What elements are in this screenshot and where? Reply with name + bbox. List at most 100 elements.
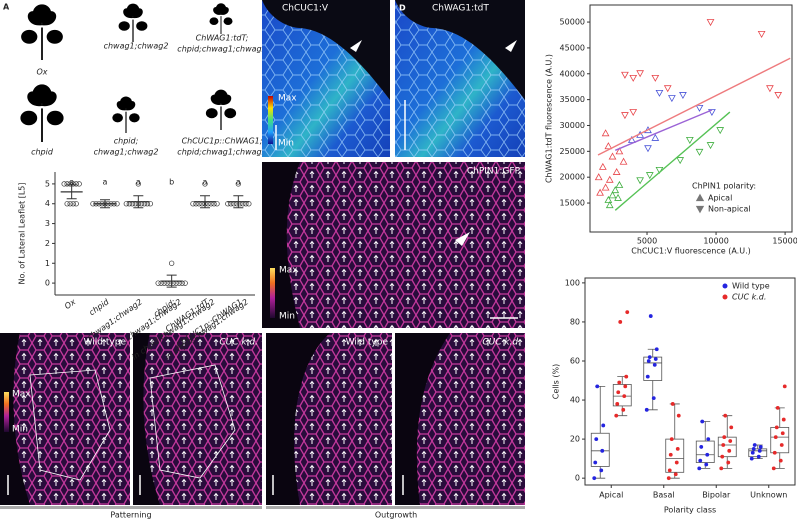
- point: [235, 181, 241, 187]
- colorbar: [4, 392, 9, 432]
- point: [772, 450, 777, 455]
- point: [757, 448, 762, 453]
- point: [190, 201, 196, 207]
- point: [615, 147, 624, 155]
- y-tick-label: 20: [570, 435, 580, 444]
- legend-title: ChPIN1 polarity:: [692, 182, 756, 191]
- point: [614, 193, 622, 201]
- point: [706, 437, 711, 442]
- y-axis-title: Cells (%): [552, 364, 561, 400]
- point: [651, 74, 660, 82]
- y-tick-label: 100: [565, 278, 580, 287]
- point: [621, 112, 629, 120]
- fit-line: [614, 111, 731, 211]
- point: [621, 71, 629, 79]
- y-tick-label: 40: [570, 396, 580, 405]
- background: [0, 333, 30, 505]
- point: [670, 402, 675, 406]
- plant-label: chpid;chwag1;chwag2: [177, 45, 266, 54]
- point: [615, 402, 620, 406]
- point: [726, 460, 731, 465]
- point: [636, 70, 644, 78]
- point: [617, 380, 622, 385]
- point: [155, 280, 161, 286]
- plant-label: ChWAG1:tdT;: [196, 34, 249, 43]
- plant-image: [111, 95, 141, 133]
- point: [669, 437, 674, 442]
- background: [262, 0, 390, 100]
- point: [619, 157, 628, 165]
- legend-marker: [722, 283, 728, 289]
- arrowhead: [455, 232, 470, 246]
- point: [651, 133, 660, 141]
- y-tick-label: 30000: [560, 121, 585, 130]
- point: [698, 458, 703, 463]
- error-bar: [200, 195, 210, 209]
- y-tick-label: 45000: [560, 43, 585, 52]
- image-label: Wild type: [84, 338, 127, 348]
- colorbar-min: Min: [12, 425, 28, 435]
- y-axis-title: No. of Lateral Leaflet [L5]: [18, 182, 27, 284]
- point: [775, 405, 780, 410]
- legend-marker: [695, 193, 705, 202]
- point: [685, 136, 694, 144]
- point: [721, 443, 726, 447]
- colorbar-max: Max: [278, 94, 297, 104]
- group-label: a: [236, 178, 241, 187]
- point: [766, 85, 774, 93]
- plant-label: ChCUC1p::ChWAG1;: [182, 137, 263, 146]
- point: [708, 109, 716, 117]
- point: [67, 201, 73, 207]
- point: [214, 201, 220, 207]
- group-label: a: [103, 178, 108, 187]
- point: [182, 280, 188, 286]
- box: [612, 384, 632, 407]
- x-axis-title: ChCUC1:V fluorescence (A.U.): [631, 247, 750, 256]
- x-tick-label: Apical: [599, 491, 623, 500]
- point: [604, 142, 613, 150]
- point: [749, 456, 754, 461]
- whisker: [669, 403, 680, 440]
- box: [643, 356, 663, 381]
- point: [73, 201, 79, 207]
- group-label: a: [136, 178, 141, 187]
- error-bar: [166, 274, 177, 288]
- y-tick-label: 80: [570, 317, 580, 326]
- x-tick-label: chpid: [88, 297, 112, 317]
- point: [719, 466, 724, 471]
- point: [722, 435, 727, 440]
- point: [782, 384, 787, 389]
- point: [647, 355, 652, 359]
- box: [590, 432, 610, 467]
- plant-image: [208, 2, 234, 34]
- colorbar-max: Max: [279, 266, 298, 276]
- whisker: [647, 380, 658, 411]
- point: [605, 201, 614, 209]
- plant-image: [19, 83, 65, 142]
- image-panel: CUC k.d.: [133, 333, 262, 505]
- point: [622, 394, 627, 399]
- point: [70, 201, 76, 207]
- section-bar: [266, 506, 525, 509]
- section-label: Patterning: [110, 511, 151, 520]
- point: [757, 30, 766, 38]
- point: [673, 472, 678, 477]
- panel-letter: A: [3, 3, 10, 12]
- point: [624, 374, 629, 379]
- plant-image: [20, 3, 64, 60]
- x-tick-label: Bipolar: [702, 491, 731, 500]
- point: [654, 347, 659, 352]
- image-label: CUC k.d.: [219, 338, 258, 348]
- point: [618, 320, 623, 324]
- image-label: ChPIN1:GFP: [467, 167, 521, 177]
- point: [653, 357, 658, 361]
- point: [752, 443, 757, 447]
- point: [70, 181, 76, 187]
- region-outline: [29, 369, 111, 481]
- fit-line: [614, 109, 713, 151]
- legend-label: Non-apical: [708, 205, 751, 214]
- box: [695, 440, 715, 463]
- plot-frame: [589, 4, 793, 233]
- point: [674, 460, 679, 465]
